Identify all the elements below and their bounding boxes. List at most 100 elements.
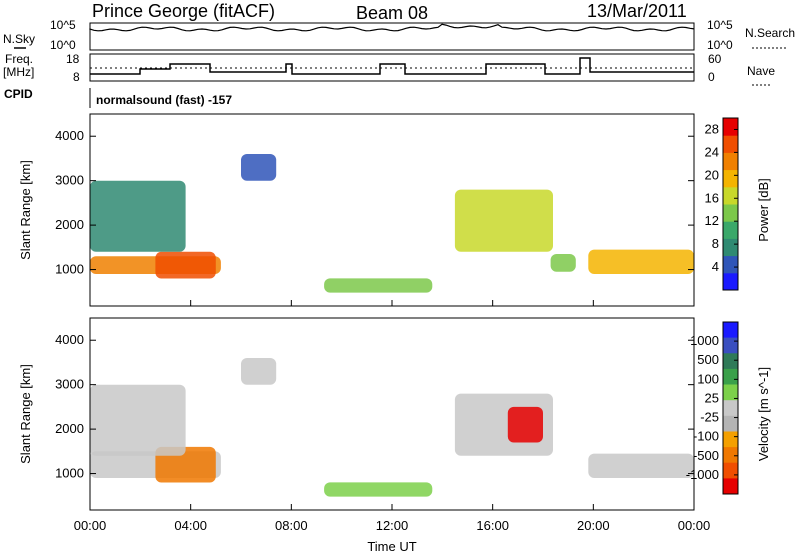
colorbar-segment xyxy=(723,118,738,136)
freq-tick-bottom: 8 xyxy=(73,70,80,84)
echo-region xyxy=(241,154,277,181)
velocity-echoes xyxy=(90,358,694,497)
station-title: Prince George (fitACF) xyxy=(92,1,275,21)
nsky-panel-frame xyxy=(89,22,695,51)
colorbar-tick-label: 20 xyxy=(705,167,719,182)
freq-tick-top: 18 xyxy=(66,52,80,66)
freq-trace xyxy=(90,57,694,75)
nsky-tick-bottom: 10^0 xyxy=(50,38,76,52)
y-tick-label: 1000 xyxy=(55,262,84,277)
x-tick-label: 08:00 xyxy=(275,518,308,533)
colorbar-segment xyxy=(723,384,738,401)
echo-region xyxy=(90,180,186,252)
colorbar-tick-label: 500 xyxy=(697,352,719,367)
colorbar-segment xyxy=(723,400,738,417)
colorbar-segment xyxy=(723,221,738,239)
nave-label: Nave xyxy=(747,64,775,78)
echo-region xyxy=(588,453,694,478)
nsky-label: N.Sky xyxy=(3,32,35,46)
date-title: 13/Mar/2011 xyxy=(587,1,687,21)
power-colorbar: 4 8 12 16 20 24 28 xyxy=(705,117,739,291)
power-cbar-label: Power [dB] xyxy=(756,178,771,242)
colorbar-segment xyxy=(723,272,738,291)
colorbar-tick-label: -1000 xyxy=(686,467,719,482)
colorbar-tick-label: 28 xyxy=(705,121,719,136)
power-ylabel: Slant Range [km] xyxy=(18,160,33,260)
y-tick-label: 4000 xyxy=(55,332,84,347)
colorbar-tick-label: -100 xyxy=(693,429,719,444)
cpid-text: normalsound (fast) -157 xyxy=(96,93,232,107)
cpid-label: CPID xyxy=(4,87,33,101)
y-tick-label: 1000 xyxy=(55,466,84,481)
y-tick-label: 2000 xyxy=(55,421,84,436)
echo-region xyxy=(507,406,543,443)
colorbar-tick-label: -25 xyxy=(700,410,719,425)
freq-label: Freq. xyxy=(5,52,33,66)
colorbar-segment xyxy=(723,431,738,448)
echo-region xyxy=(550,254,576,272)
colorbar-frame xyxy=(722,117,739,291)
echo-region xyxy=(588,249,694,274)
echo-region xyxy=(241,358,277,385)
colorbar-segment xyxy=(723,368,738,385)
nsearch-label: N.Search xyxy=(745,26,795,40)
nave-tick-bottom: 0 xyxy=(708,70,715,84)
colorbar-segment xyxy=(723,478,738,495)
y-tick-label: 3000 xyxy=(55,377,84,392)
colorbar-segment xyxy=(723,353,738,370)
echo-region xyxy=(90,384,186,456)
velocity-colorbar: 1000 500 100 25 -25 -100 -500 -1000 xyxy=(686,321,739,495)
colorbar-segment xyxy=(723,415,738,432)
velocity-y-ticks: 1000 2000 3000 4000 xyxy=(55,332,694,481)
colorbar-segment xyxy=(723,135,738,153)
colorbar-frame xyxy=(722,321,739,495)
x-tick-label: 16:00 xyxy=(476,518,509,533)
colorbar-segment xyxy=(723,337,738,354)
nsky-trace xyxy=(89,23,695,32)
nave-tick-top: 60 xyxy=(708,52,722,66)
x-tick-label: 00:00 xyxy=(678,518,711,533)
colorbar-tick-label: 4 xyxy=(712,259,719,274)
power-echoes xyxy=(90,154,694,293)
velocity-ylabel: Slant Range [km] xyxy=(18,364,33,464)
power-y-ticks: 1000 2000 3000 4000 xyxy=(55,128,694,277)
x-tick-label: 20:00 xyxy=(577,518,610,533)
colorbar-tick-label: 25 xyxy=(705,390,719,405)
colorbar-tick-label: 1000 xyxy=(690,333,719,348)
nsearch-tick-top: 10^5 xyxy=(707,18,733,32)
velocity-cbar-label: Velocity [m s^-1] xyxy=(756,367,771,461)
colorbar-segment xyxy=(723,447,738,464)
colorbar-segment xyxy=(723,462,738,479)
colorbar-segment xyxy=(723,255,738,274)
nsearch-tick-bottom: 10^0 xyxy=(707,38,733,52)
x-tick-label: 00:00 xyxy=(74,518,107,533)
power-panel: 1000 2000 3000 4000 Slant Range [km] xyxy=(18,113,695,307)
echo-region xyxy=(324,278,433,293)
echo-region xyxy=(155,251,216,279)
x-axis-label: Time UT xyxy=(367,539,416,554)
x-tick-label: 12:00 xyxy=(376,518,409,533)
colorbar-tick-label: 12 xyxy=(705,213,719,228)
colorbar-segment xyxy=(723,322,738,339)
y-tick-label: 2000 xyxy=(55,217,84,232)
colorbar-tick-label: 24 xyxy=(705,144,719,159)
beam-title: Beam 08 xyxy=(356,3,428,23)
colorbar-tick-label: 8 xyxy=(712,236,719,251)
y-tick-label: 4000 xyxy=(55,128,84,143)
x-axis-ticks: 00:00 04:00 08:00 12:00 16:00 20:00 00:00 xyxy=(74,300,711,533)
freq-unit: [MHz] xyxy=(3,65,34,79)
colorbar-segment xyxy=(723,169,738,188)
colorbar-tick-label: 16 xyxy=(705,190,719,205)
echo-region xyxy=(324,482,433,497)
echo-region xyxy=(454,189,553,252)
colorbar-segment xyxy=(723,238,738,257)
y-tick-label: 3000 xyxy=(55,173,84,188)
velocity-panel: 1000 2000 3000 4000 Slant Range [km] xyxy=(18,317,695,511)
colorbar-segment xyxy=(723,152,738,171)
x-tick-label: 04:00 xyxy=(174,518,207,533)
colorbar-tick-label: 100 xyxy=(697,371,719,386)
colorbar-tick-label: -500 xyxy=(693,448,719,463)
colorbar-segment xyxy=(723,186,738,205)
nsky-tick-top: 10^5 xyxy=(50,18,76,32)
